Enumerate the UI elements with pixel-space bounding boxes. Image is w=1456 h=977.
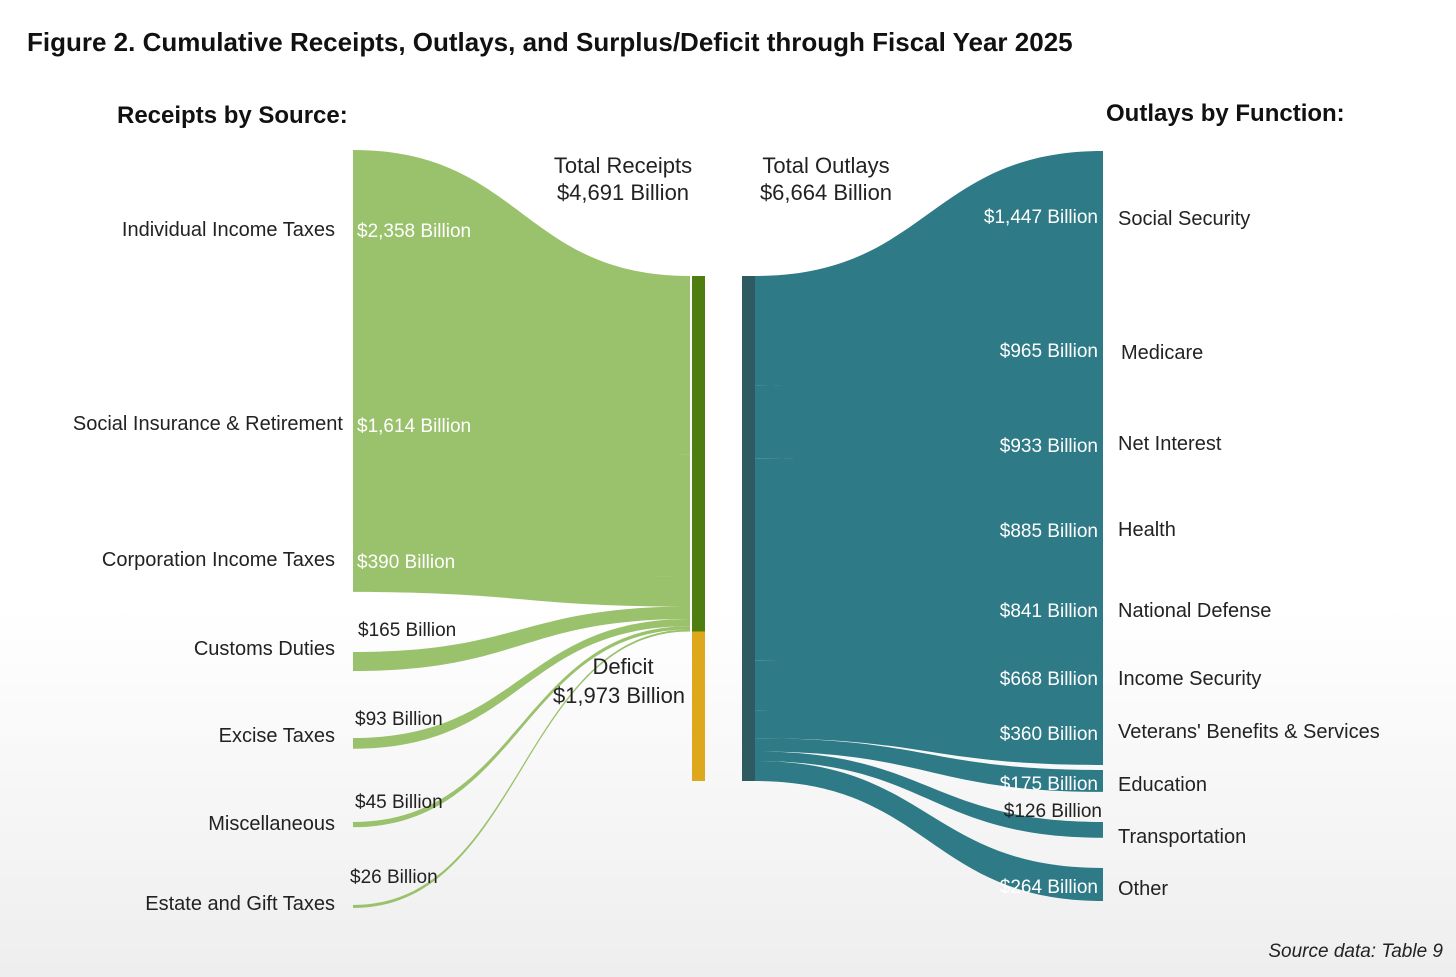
outlay-category-medicare: Medicare [1121, 342, 1203, 364]
outlay-flows [755, 151, 1103, 902]
outlay-value-medicare: $965 Billion [1000, 341, 1098, 362]
outlay-value-social-security: $1,447 Billion [984, 207, 1098, 228]
receipt-value-excise-taxes: $93 Billion [355, 709, 443, 730]
outlay-value-veterans-benefits-services: $360 Billion [1000, 724, 1098, 745]
outlay-category-health: Health [1118, 519, 1176, 541]
receipts-heading: Receipts by Source: [117, 102, 348, 129]
outlay-flow-net-interest [755, 416, 1103, 533]
outlay-value-transportation: $126 Billion [1004, 801, 1102, 822]
receipt-value-miscellaneous: $45 Billion [355, 792, 443, 813]
receipt-value-estate-and-gift-taxes: $26 Billion [350, 867, 438, 888]
receipt-flows [353, 150, 690, 908]
outlay-category-social-security: Social Security [1118, 208, 1250, 230]
receipt-category-customs-duties: Customs Duties [194, 638, 335, 660]
receipt-category-corporation-income-taxes: Corporation Income Taxes [102, 549, 335, 571]
outlay-value-net-interest: $933 Billion [1000, 436, 1098, 457]
source-note: Source data: Table 9 [1268, 941, 1443, 962]
total-receipts-value: $4,691 Billion [557, 180, 689, 205]
deficit-value: $1,973 Billion [553, 683, 685, 708]
outlay-category-transportation: Transportation [1118, 826, 1246, 848]
outlay-category-veterans-benefits-services: Veterans' Benefits & Services [1118, 721, 1380, 743]
outlay-flow-veterans-benefits-services [755, 710, 1103, 766]
outlay-category-net-interest: Net Interest [1118, 433, 1222, 455]
outlay-category-other: Other [1118, 878, 1168, 900]
outlay-category-national-defense: National Defense [1118, 600, 1271, 622]
total-outlays-bar [742, 276, 755, 781]
receipt-category-excise-taxes: Excise Taxes [219, 725, 335, 747]
receipt-flow-excise-taxes [353, 619, 690, 749]
outlay-labels: Social Security $1,447 Billion Medicare $96… [984, 207, 1380, 900]
receipt-value-customs-duties: $165 Billion [358, 620, 456, 641]
receipt-flow-customs-duties [353, 606, 690, 672]
receipt-value-corporation-income-taxes: $390 Billion [357, 552, 455, 573]
outlay-category-education: Education [1118, 774, 1207, 796]
deficit-bar [692, 631, 705, 781]
outlays-heading: Outlays by Function: [1106, 100, 1345, 127]
receipt-flow-estate-and-gift-taxes [353, 629, 690, 908]
receipt-value-social-insurance-retirement: $1,614 Billion [357, 416, 471, 437]
outlay-flow-transportation [755, 751, 1103, 838]
chart-title: Figure 2. Cumulative Receipts, Outlays, … [27, 27, 1073, 57]
deficit-label: Deficit [592, 654, 653, 679]
receipt-flow-individual-income-taxes [353, 150, 690, 455]
outlay-flow-medicare [755, 305, 1103, 459]
outlay-value-national-defense: $841 Billion [1000, 601, 1098, 622]
total-outlays-value: $6,664 Billion [760, 180, 892, 205]
receipt-category-individual-income-taxes: Individual Income Taxes [122, 219, 335, 241]
receipt-flow-miscellaneous [353, 626, 690, 828]
outlay-value-income-security: $668 Billion [1000, 669, 1098, 690]
receipt-category-social-insurance-retirement: Social Insurance & Retirement [73, 413, 344, 435]
receipt-category-miscellaneous: Miscellaneous [208, 813, 335, 835]
receipt-labels: Individual Income Taxes $2,358 Billion Soc… [73, 219, 471, 915]
receipt-category-estate-and-gift-taxes: Estate and Gift Taxes [145, 893, 335, 915]
receipt-flow-social-insurance-retirement [353, 376, 690, 577]
receipt-flow-corporation-income-taxes [353, 547, 690, 607]
total-receipts-label: Total Receipts [554, 153, 692, 178]
total-receipts-bar [692, 276, 705, 632]
outlay-flow-education [755, 738, 1103, 792]
outlay-value-other: $264 Billion [1000, 877, 1098, 898]
outlay-flow-other [755, 760, 1103, 902]
outlay-value-education: $175 Billion [1000, 774, 1098, 795]
outlay-category-income-security: Income Security [1118, 668, 1261, 690]
receipt-value-individual-income-taxes: $2,358 Billion [357, 221, 471, 242]
total-outlays-label: Total Outlays [762, 153, 889, 178]
outlay-value-health: $885 Billion [1000, 521, 1098, 542]
